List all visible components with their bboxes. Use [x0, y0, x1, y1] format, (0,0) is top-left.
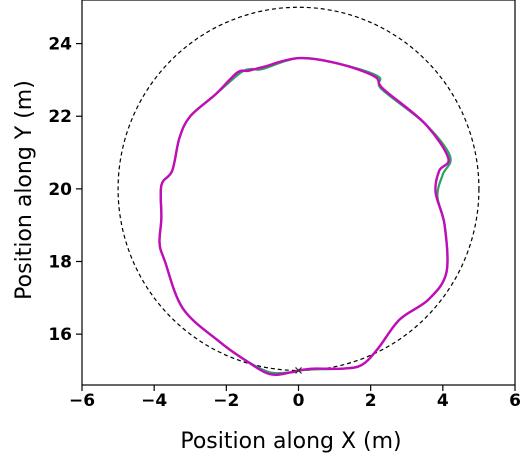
- x-tick-label-3: 0: [293, 391, 305, 411]
- x-tick-label-0: −6: [69, 391, 95, 411]
- x-tick-label-1: −4: [141, 391, 167, 411]
- y-axis-label: Position along Y (m): [12, 80, 37, 300]
- start-marker-stroke-b: [295, 367, 302, 374]
- y-tick-label-2: 20: [48, 180, 72, 200]
- x-tick-label-5: 4: [437, 391, 449, 411]
- x-tick-label-2: −2: [213, 391, 239, 411]
- series-line-2: [158, 56, 450, 376]
- x-axis-label: Position along X (m): [180, 429, 401, 454]
- x-tick-label-4: 2: [365, 391, 377, 411]
- start-marker: [295, 367, 302, 374]
- y-tick-label-0: 16: [48, 325, 72, 345]
- y-tick-label-3: 22: [48, 107, 72, 127]
- reference-circle: [117, 6, 480, 372]
- x-tick-label-6: 6: [509, 391, 521, 411]
- y-tick-label-1: 18: [48, 253, 72, 273]
- y-tick-label-4: 24: [48, 35, 72, 55]
